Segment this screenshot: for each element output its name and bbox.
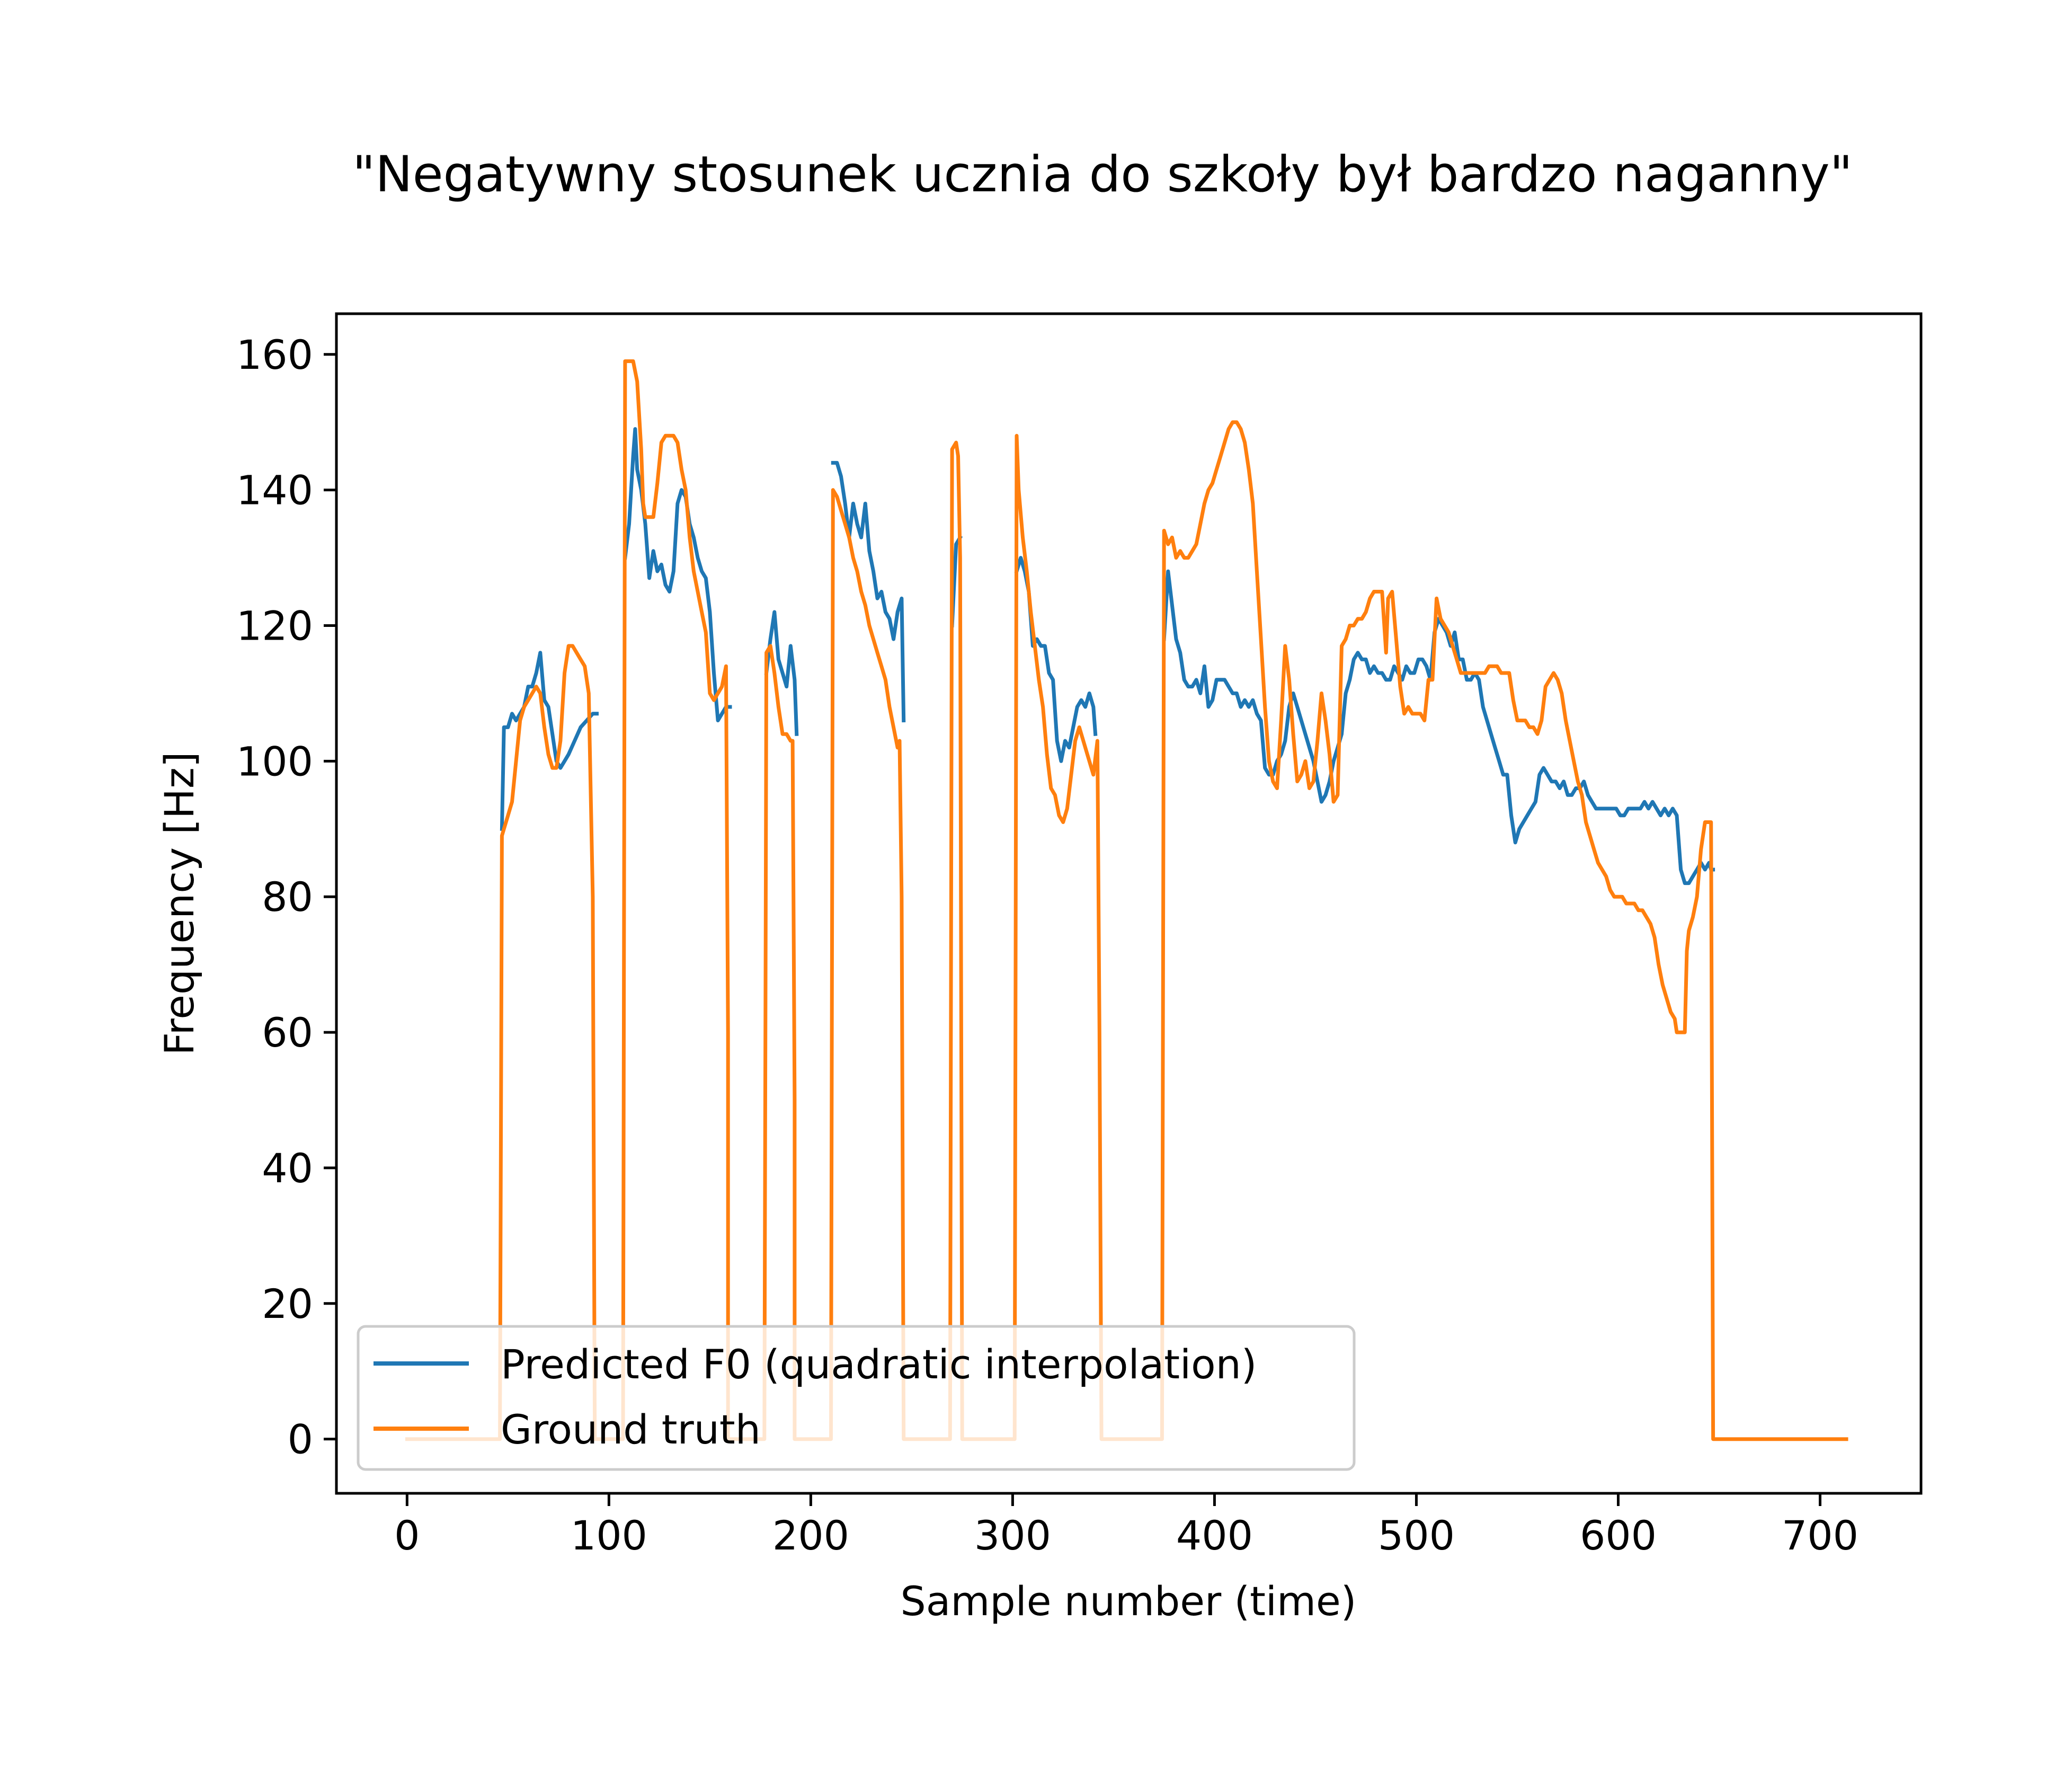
x-tick-label: 300 bbox=[974, 1512, 1051, 1559]
x-tick-label: 600 bbox=[1580, 1512, 1657, 1559]
y-tick-label: 120 bbox=[236, 602, 313, 649]
y-tick-label: 160 bbox=[236, 331, 313, 378]
legend-label-predicted: Predicted F0 (quadratic interpolation) bbox=[501, 1341, 1257, 1388]
y-tick-label: 80 bbox=[262, 873, 313, 920]
y-tick-label: 60 bbox=[262, 1009, 313, 1056]
series-predicted-line bbox=[831, 461, 906, 723]
y-tick-label: 0 bbox=[288, 1416, 313, 1463]
x-axis-label: Sample number (time) bbox=[901, 1578, 1357, 1625]
y-tick-label: 100 bbox=[236, 738, 313, 785]
chart-title: "Negatywny stosunek ucznia do szkoły był… bbox=[352, 146, 1853, 203]
series-ground-truth-line bbox=[405, 359, 1848, 1441]
legend: Predicted F0 (quadratic interpolation) G… bbox=[357, 1325, 1356, 1471]
y-tick-label: 20 bbox=[262, 1280, 313, 1327]
x-tick-label: 0 bbox=[394, 1512, 420, 1559]
y-tick-label: 40 bbox=[262, 1145, 313, 1192]
x-tick-label: 500 bbox=[1378, 1512, 1455, 1559]
legend-box bbox=[357, 1325, 1356, 1471]
series-predicted-line bbox=[623, 427, 732, 723]
legend-label-ground-truth: Ground truth bbox=[501, 1406, 761, 1453]
y-axis-label: Frequency [Hz] bbox=[156, 751, 203, 1055]
series-predicted-line bbox=[764, 610, 799, 736]
series-predicted-line bbox=[500, 651, 599, 831]
x-tick-label: 400 bbox=[1176, 1512, 1253, 1559]
y-tick-label: 140 bbox=[236, 467, 313, 514]
y-axis: 0 20 40 60 80 100 120 140 160 bbox=[236, 331, 336, 1463]
x-axis: 0 100 200 300 400 500 600 700 bbox=[394, 1493, 1858, 1559]
x-tick-label: 100 bbox=[571, 1512, 647, 1559]
axes-frame bbox=[335, 312, 1923, 1495]
plot-area bbox=[405, 359, 1848, 1441]
x-tick-label: 200 bbox=[772, 1512, 849, 1559]
x-tick-label: 700 bbox=[1782, 1512, 1858, 1559]
